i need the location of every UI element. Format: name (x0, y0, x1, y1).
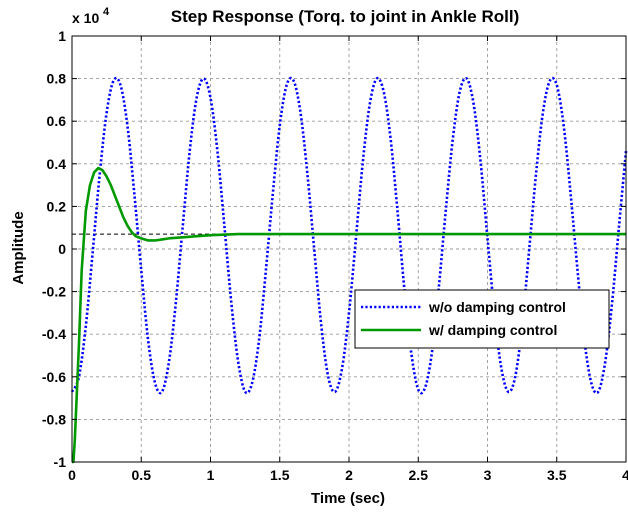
chart-title: Step Response (Torq. to joint in Ankle R… (171, 7, 520, 26)
y-tick-label: -0.8 (42, 411, 66, 427)
series-line-without-damping (70, 76, 628, 395)
legend-box (354, 289, 610, 349)
y-tick-label: -0.2 (42, 284, 66, 300)
x-axis-label: Time (sec) (311, 490, 385, 507)
x-tick-label: 1 (207, 467, 215, 483)
y-tick-label: -0.6 (42, 369, 66, 385)
x-tick-label: 3 (484, 467, 492, 483)
x-tick-label: 0.5 (132, 467, 152, 483)
y-tick-label: -0.4 (42, 326, 66, 342)
y-tick-label: 0.8 (47, 71, 67, 87)
legend-label: w/ damping control (428, 322, 557, 338)
x-tick-label: 0 (68, 467, 76, 483)
x-tick-label: 1.5 (270, 467, 290, 483)
y-tick-label: 0.6 (47, 113, 67, 129)
legend-label: w/o damping control (428, 299, 566, 315)
y-tick-label: 0 (58, 241, 66, 257)
y-axis-label: Amplitude (10, 211, 27, 284)
series-layer (70, 76, 628, 464)
x-tick-label: 3.5 (547, 467, 567, 483)
y-tick-label: 1 (58, 28, 66, 44)
x-tick-label: 2.5 (409, 467, 429, 483)
y-axis-multiplier: x 10 4 (72, 6, 110, 26)
y-axis-multiplier-base: x 10 (72, 10, 99, 26)
legend: w/o damping control w/ damping control (354, 289, 610, 349)
x-tick-label: 2 (345, 467, 353, 483)
y-tick-label: 0.2 (47, 198, 67, 214)
x-tick-label: 4 (622, 467, 628, 483)
series-line-with-damping (72, 166, 626, 464)
y-tick-label: 0.4 (47, 156, 67, 172)
grid-layer (72, 36, 626, 462)
y-tick-label: -1 (54, 454, 67, 470)
tick-layer: 0 0.5 1 1.5 2 2.5 3 3.5 4 -1 -0.8 -0.6 -0.4 -0.2 0 0.2 0… (42, 28, 628, 483)
y-axis-multiplier-exponent: 4 (103, 6, 110, 18)
